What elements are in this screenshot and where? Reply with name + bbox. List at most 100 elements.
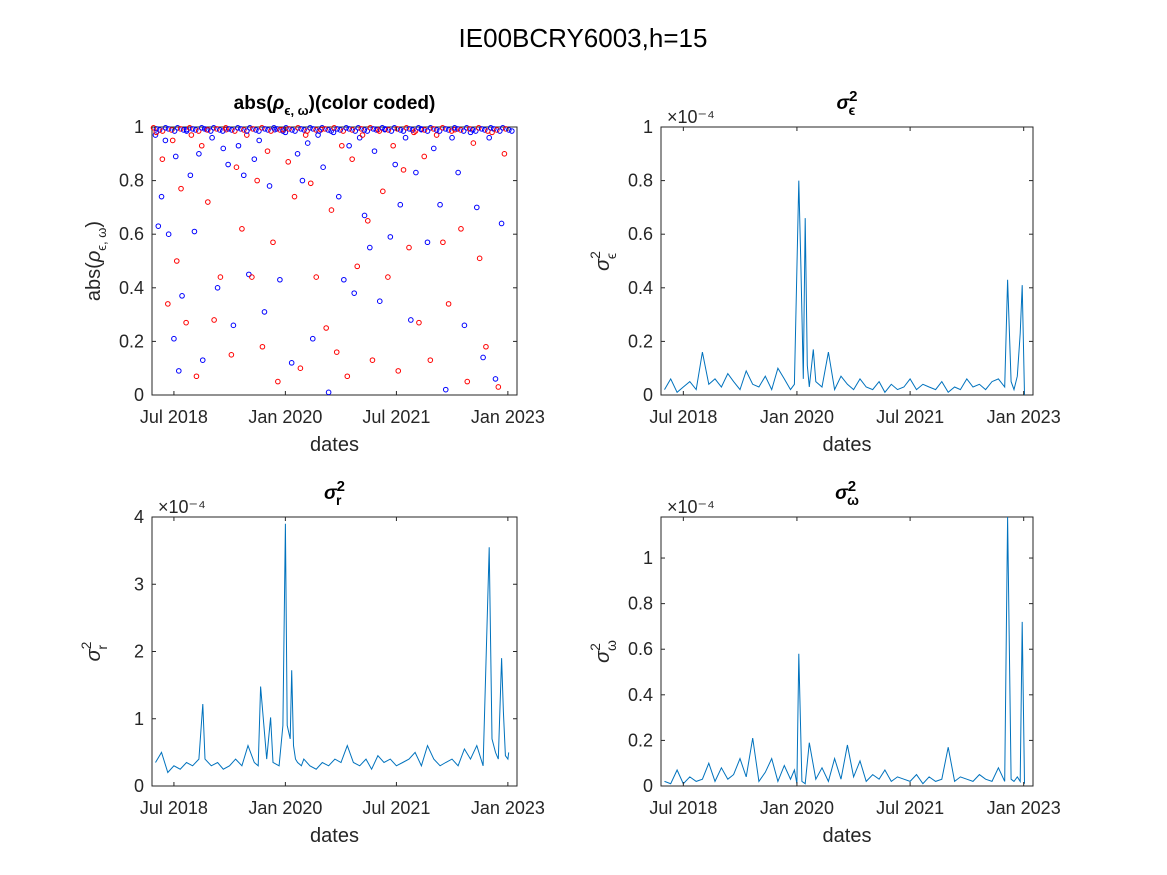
rho-point <box>390 142 396 149</box>
rho-point <box>275 378 281 385</box>
rho-point <box>323 325 329 331</box>
rho-point <box>367 244 373 251</box>
rho-point <box>445 301 452 307</box>
rho-band-point <box>460 128 467 134</box>
rho-band-point <box>192 127 199 133</box>
rho-point <box>244 132 250 138</box>
rho-point <box>495 384 502 390</box>
rho-point <box>173 258 180 264</box>
rho-band-point <box>189 126 196 132</box>
rho-point <box>413 169 419 176</box>
rho-band-point <box>298 126 304 132</box>
sig_eps-xtick-label: Jan 2023 <box>987 407 1061 427</box>
rho-band-point <box>487 125 494 131</box>
rho-band-point <box>277 127 283 133</box>
rho-point <box>217 274 224 280</box>
rho-point <box>351 290 357 296</box>
rho-point <box>464 378 471 385</box>
rho-point <box>455 169 461 176</box>
rho-point <box>297 365 304 372</box>
rho-band-point <box>457 127 464 133</box>
rho-point <box>196 151 202 157</box>
rho-point <box>307 180 314 187</box>
rho-point <box>421 153 428 160</box>
rho-title: abs(ρϵ, ω)(color coded) <box>234 93 436 118</box>
rho-point <box>193 373 200 380</box>
rho-point <box>328 207 335 213</box>
rho-band-point <box>506 127 512 133</box>
rho-band-point <box>385 127 392 133</box>
sig_r-line <box>155 523 510 774</box>
rho-point <box>191 228 198 235</box>
rho-ytick-label: 0.6 <box>119 224 144 244</box>
rho-band-point <box>400 128 407 134</box>
rho-point <box>369 357 376 363</box>
rho-point <box>169 137 176 144</box>
sig_eps-ytick-label: 0.2 <box>628 331 653 351</box>
sig_r-xlabel: dates <box>310 825 359 847</box>
rho-band-point <box>153 126 160 132</box>
rho-point <box>339 142 345 149</box>
rho-point <box>346 142 352 149</box>
rho-point <box>397 201 404 208</box>
rho-band-point <box>331 125 337 131</box>
rho-band-point <box>198 125 205 131</box>
rho-band-point <box>247 125 253 131</box>
rho-band-point <box>204 127 211 133</box>
rho-point <box>249 274 255 280</box>
rho-band-point <box>406 126 413 132</box>
rho-point <box>251 156 258 162</box>
rho-band-point <box>268 128 274 134</box>
rho-band-point <box>292 128 298 134</box>
rho-band-point <box>352 128 359 134</box>
rho-band-point <box>156 127 163 133</box>
rho-point <box>299 177 306 184</box>
rho-band-point <box>168 127 175 133</box>
sig_omega-ytick-label: 0.8 <box>628 594 653 614</box>
rho-band-point <box>219 128 226 134</box>
rho-point <box>387 234 394 240</box>
sig_omega-title: σ2 ω <box>835 478 859 508</box>
rho-point <box>333 349 340 355</box>
rho-band-point <box>174 125 181 131</box>
sig_r-ytick-label: 4 <box>134 507 144 527</box>
rho-point <box>264 148 271 154</box>
rho-point <box>172 153 179 160</box>
sig_eps-xtick-label: Jul 2018 <box>649 407 717 427</box>
rho-band-point <box>171 128 178 134</box>
rho-band-point <box>493 127 500 133</box>
rho-band-point <box>180 127 187 133</box>
rho-band-point <box>509 128 515 134</box>
sig_eps-ytick-label: 0.8 <box>628 171 653 191</box>
rho-point <box>211 317 217 323</box>
rho-point <box>501 151 508 157</box>
rho-band-point <box>403 125 410 131</box>
rho-band-point <box>289 127 295 133</box>
rho-band-point <box>373 127 380 133</box>
rho-point <box>486 134 492 141</box>
rho-band-point <box>481 127 488 133</box>
sig_eps-ytick-label: 0.6 <box>628 224 653 244</box>
rho-point <box>266 183 273 189</box>
rho-point <box>376 298 383 305</box>
rho-point <box>214 285 221 291</box>
rho-band-point <box>364 128 371 134</box>
rho-band-point <box>241 127 247 133</box>
rho-band-point <box>490 126 497 132</box>
rho-band-point <box>216 127 223 133</box>
rho-band-point <box>472 128 479 134</box>
rho-band-point <box>358 126 365 132</box>
rho-band-point <box>415 125 422 131</box>
rho-band-point <box>162 125 169 131</box>
rho-band-point <box>337 127 344 133</box>
sig_omega-ylabel: σ2ω <box>587 640 619 663</box>
rho-point <box>437 201 443 208</box>
sig_eps-xtick-label: Jul 2021 <box>876 407 944 427</box>
sig_omega-xlabel: dates <box>823 825 872 847</box>
rho-xtick-label: Jul 2018 <box>140 407 208 427</box>
sig_omega-line <box>664 516 1025 785</box>
rho-point <box>165 231 172 237</box>
sig_omega-xtick-label: Jul 2018 <box>649 798 717 818</box>
sig_omega-ytick-label: 0.4 <box>628 685 653 705</box>
sig_eps-data <box>664 180 1025 396</box>
